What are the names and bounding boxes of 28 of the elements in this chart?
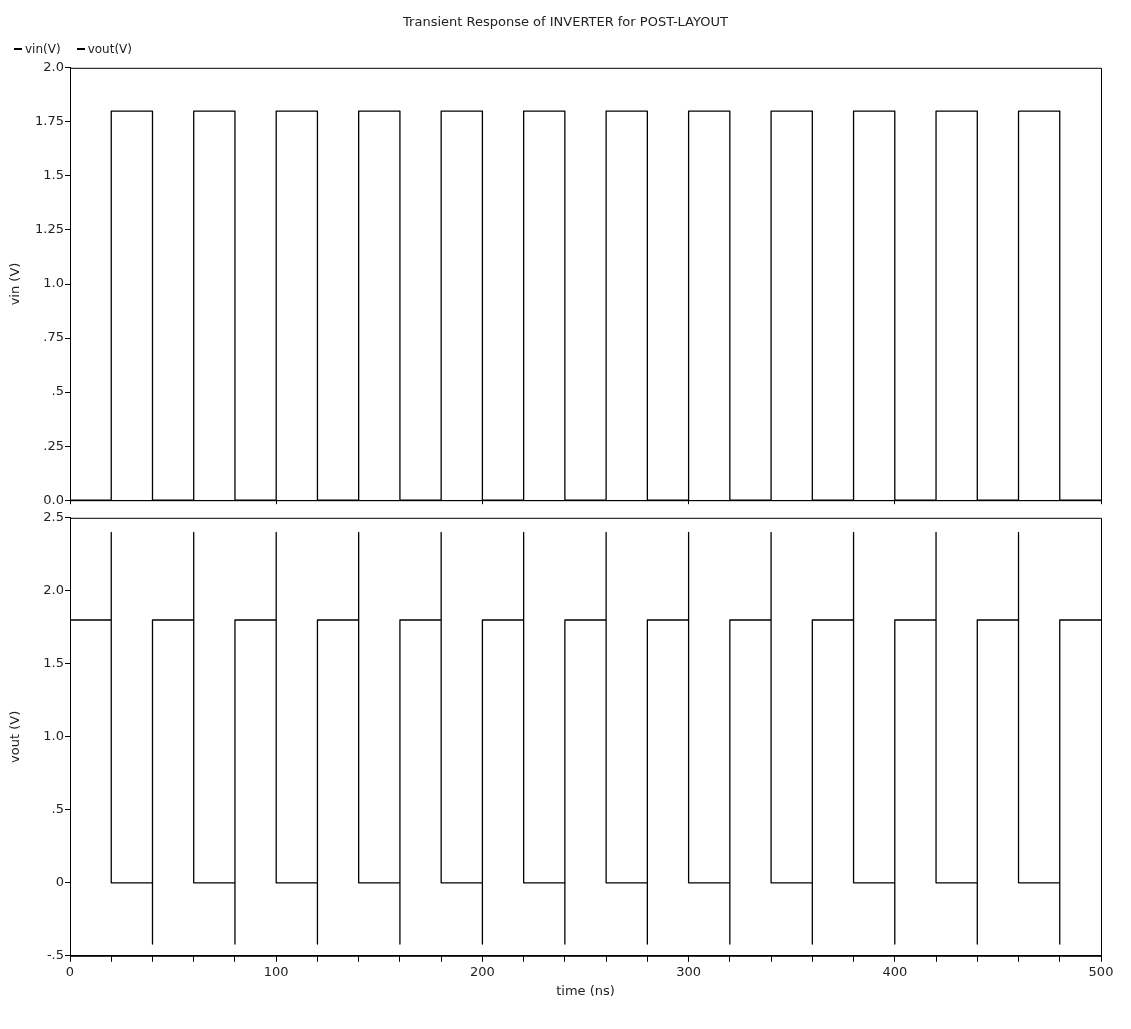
- y-tick-label: 1.0: [43, 728, 64, 744]
- x-axis-title: time (ns): [556, 982, 615, 998]
- y-tick-label: 1.5: [43, 655, 64, 671]
- y-tick-label: .5: [51, 383, 64, 399]
- x-tick-label: 300: [676, 963, 702, 979]
- y-tick-label: -.5: [46, 947, 64, 963]
- y-tick-label: 0.0: [43, 491, 64, 507]
- x-tick-label: 400: [882, 963, 908, 979]
- x-tick-label: 200: [469, 963, 495, 979]
- x-tick-label: 100: [263, 963, 289, 979]
- text: vout(V): [87, 42, 132, 56]
- y-tick-label: 0: [55, 874, 64, 890]
- y-tick-label: 2.0: [43, 582, 64, 598]
- y-tick-label: 1.75: [35, 113, 64, 129]
- y-axis-title: vin (V): [7, 262, 23, 306]
- x-tick-label: 500: [1088, 963, 1114, 979]
- y-tick-label: .25: [43, 437, 64, 453]
- y-tick-label: .5: [51, 801, 64, 817]
- x-tick-label: 0: [65, 963, 75, 979]
- y-tick-label: 2.5: [43, 509, 64, 525]
- y-tick-label: .75: [43, 329, 64, 345]
- y-tick-label: 1.25: [35, 221, 64, 237]
- legend-label: vin(V): [25, 42, 61, 56]
- y-axis-title: vout (V): [7, 710, 23, 763]
- y-tick-label: 1.0: [43, 275, 64, 291]
- chart-title: Transient Response of INVERTER for POST-LAYOUT: [402, 13, 729, 31]
- y-tick-label: 1.5: [43, 167, 64, 183]
- y-tick-label: 2.0: [43, 59, 64, 75]
